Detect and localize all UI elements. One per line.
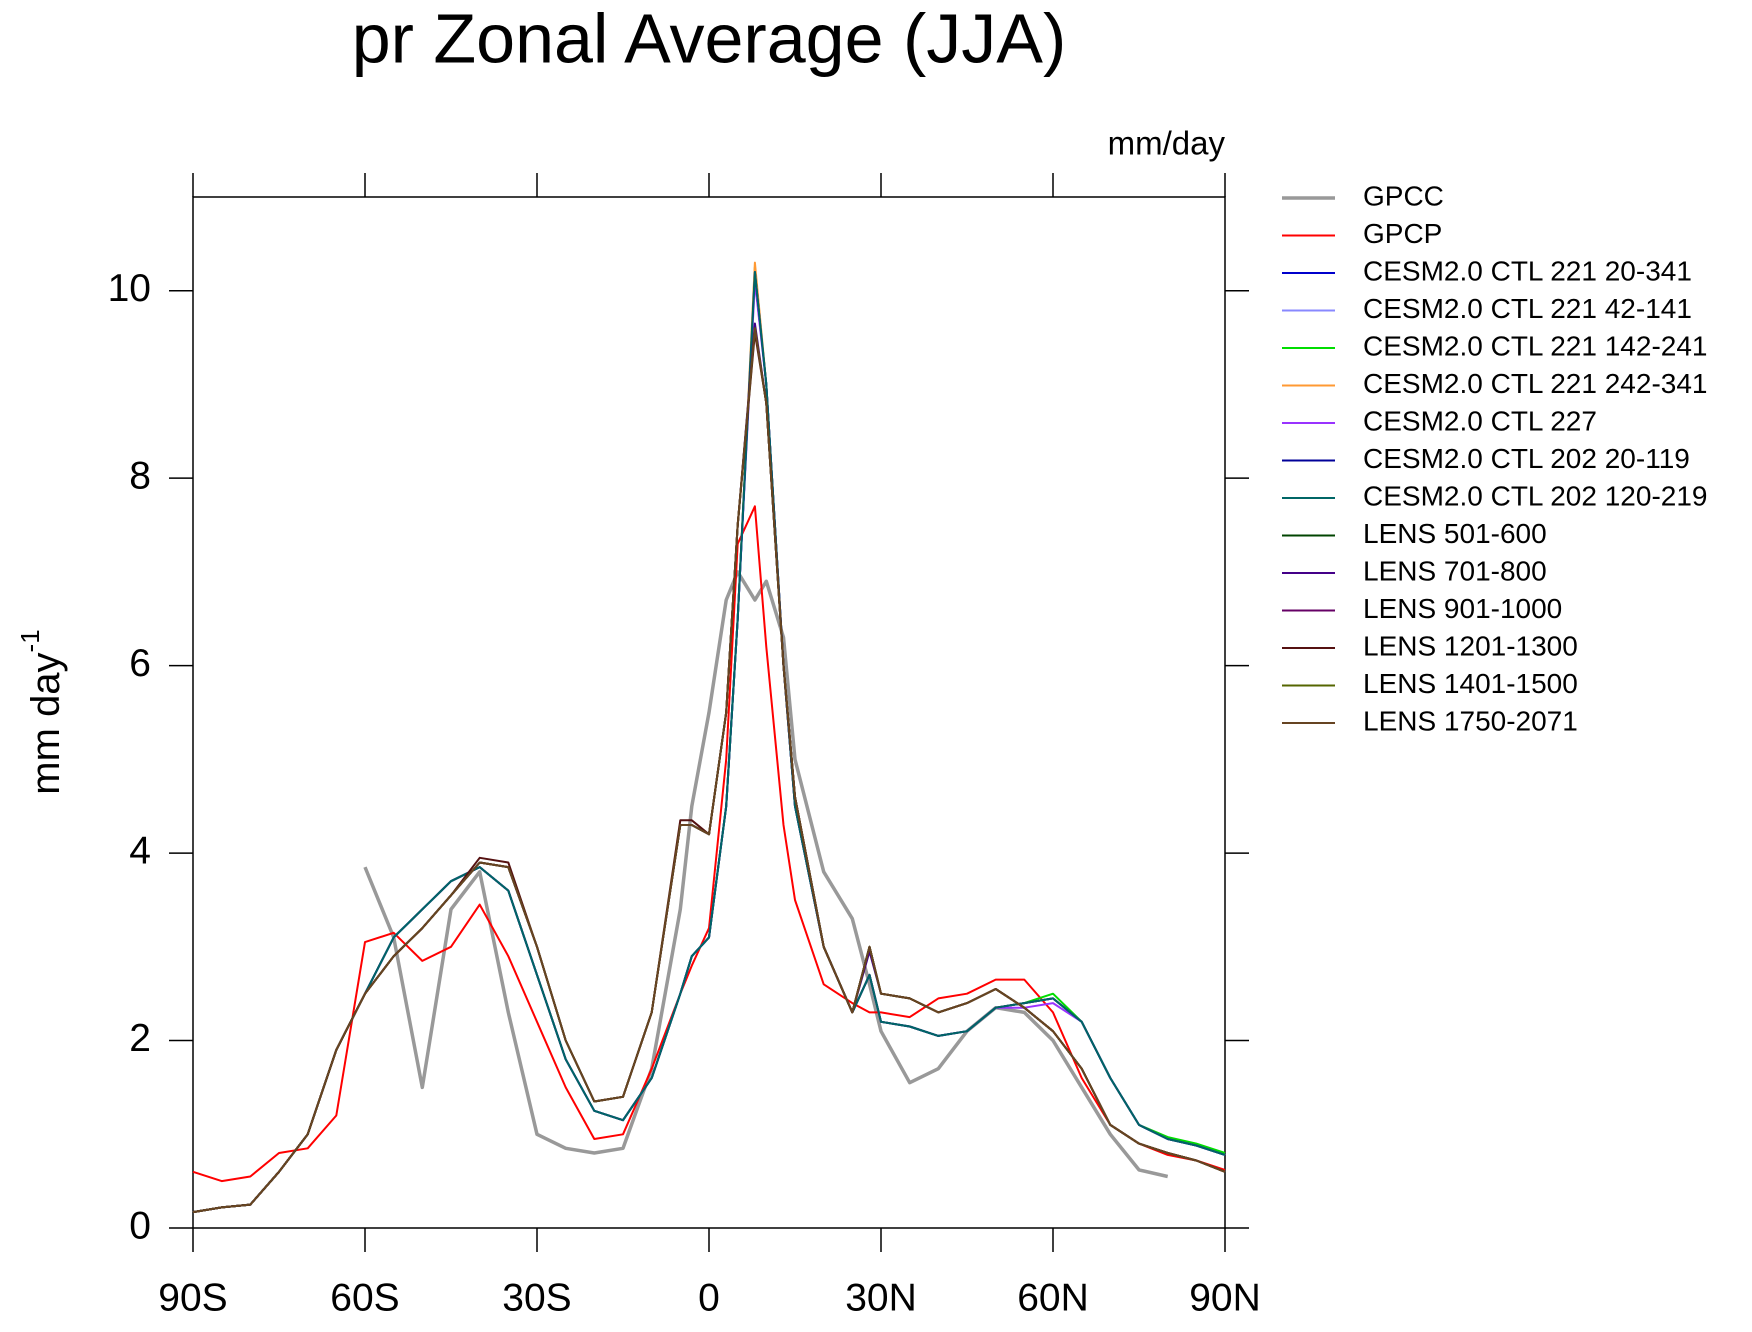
x-tick-label: 90S <box>158 1276 227 1319</box>
y-axis-label-main: mm day <box>24 652 68 794</box>
y-tick-label: 10 <box>108 267 151 310</box>
series-line <box>192 322 1226 1214</box>
y-tick-label: 4 <box>129 829 151 872</box>
legend-label: CESM2.0 CTL 221 142-241 <box>1363 330 1708 361</box>
x-tick-label: 60N <box>1017 1276 1089 1319</box>
units-label: mm/day <box>1108 125 1226 162</box>
series-line <box>192 327 1226 1214</box>
legend-label: CESM2.0 CTL 202 120-219 <box>1363 480 1708 511</box>
y-axis-label-superscript: -1 <box>15 629 45 652</box>
x-tick-label: 30S <box>502 1276 571 1319</box>
legend-label: CESM2.0 CTL 221 20-341 <box>1363 255 1692 286</box>
series-line <box>192 271 1226 1214</box>
y-axis-label: mm day-1 <box>15 629 68 794</box>
chart-title: pr Zonal Average (JJA) <box>352 0 1067 77</box>
y-tick-label: 0 <box>129 1204 151 1247</box>
x-tick-label: 0 <box>698 1276 720 1319</box>
y-tick-label: 2 <box>129 1017 151 1060</box>
legend-label: LENS 1401-1500 <box>1363 668 1578 699</box>
x-tick-label: 60S <box>330 1276 399 1319</box>
series-line <box>192 280 1226 1214</box>
y-tick-label: 8 <box>129 454 151 497</box>
series-line <box>192 327 1226 1214</box>
legend-label: GPCP <box>1363 218 1442 249</box>
series-line <box>192 327 1226 1214</box>
legend-label: LENS 701-800 <box>1363 555 1547 586</box>
legend-label: LENS 1201-1300 <box>1363 630 1578 661</box>
legend-label: LENS 901-1000 <box>1363 593 1562 624</box>
x-tick-label: 90N <box>1189 1276 1261 1319</box>
x-tick-label: 30N <box>845 1276 917 1319</box>
legend-label: GPCC <box>1363 180 1444 211</box>
series-line <box>192 331 1226 1214</box>
legend-label: CESM2.0 CTL 227 <box>1363 405 1597 436</box>
series-line <box>192 505 1226 1183</box>
legend-label: LENS 1750-2071 <box>1363 705 1578 736</box>
series-line <box>192 327 1226 1214</box>
legend-label: LENS 501-600 <box>1363 518 1547 549</box>
y-tick-label: 6 <box>129 642 151 685</box>
series-line <box>363 570 1169 1179</box>
legend-label: CESM2.0 CTL 221 242-341 <box>1363 368 1708 399</box>
legend-label: CESM2.0 CTL 202 20-119 <box>1363 443 1690 474</box>
legend-label: CESM2.0 CTL 221 42-141 <box>1363 293 1692 324</box>
